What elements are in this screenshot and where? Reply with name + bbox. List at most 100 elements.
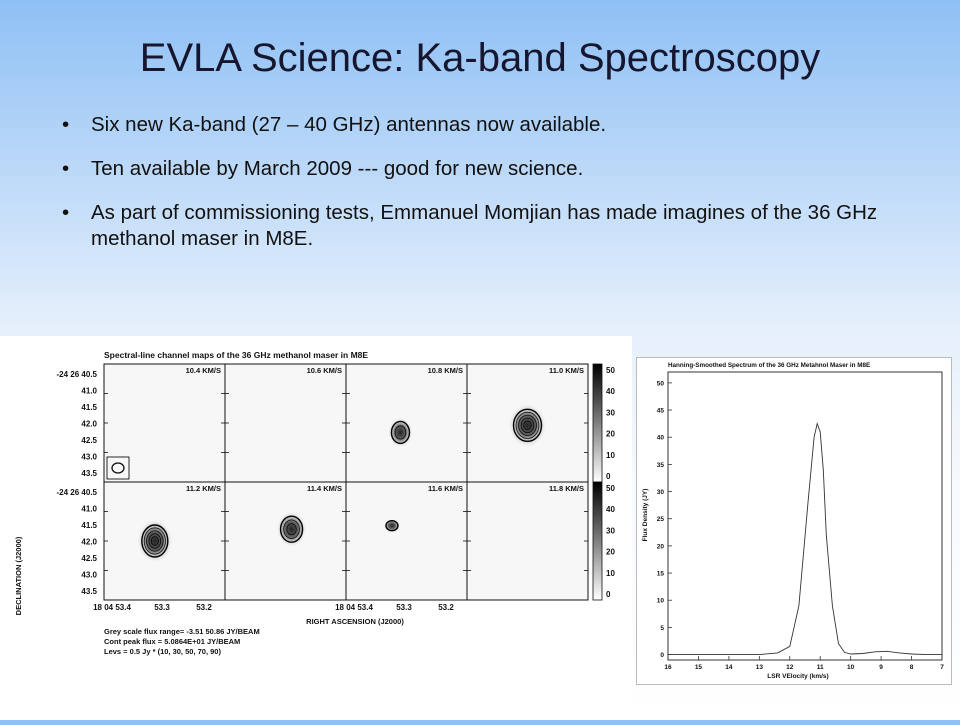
wedge-tick-label: 20 bbox=[606, 430, 615, 439]
dec-tick-label: 41.5 bbox=[81, 521, 97, 530]
channel-map-panel: 10.8 KM/S bbox=[345, 363, 468, 483]
bullet-text: Ten available by March 2009 --- good for… bbox=[91, 157, 584, 180]
dec-tick-label: 42.5 bbox=[81, 436, 97, 445]
emission-contour bbox=[518, 414, 537, 436]
bullet-dot-icon: • bbox=[62, 157, 70, 180]
y-tick-label: 50 bbox=[657, 380, 665, 387]
channel-maps-footer-line: Levs = 0.5 Jy * (10, 30, 50, 70, 90) bbox=[104, 647, 221, 656]
channel-velocity-label: 10.6 KM/S bbox=[307, 366, 342, 375]
beam-box bbox=[106, 456, 130, 480]
channel-maps-figure: Spectral-line channel maps of the 36 GHz… bbox=[0, 336, 632, 720]
dec-tick-label: 43.5 bbox=[81, 469, 97, 478]
dec-tick-label: 42.5 bbox=[81, 554, 97, 563]
dec-tick-label: 43.0 bbox=[81, 571, 97, 580]
bullet-list: • Six new Ka-band (27 – 40 GHz) antennas … bbox=[62, 112, 922, 270]
dec-tick-label: -24 26 40.5 bbox=[57, 488, 98, 497]
y-tick-label: 10 bbox=[657, 598, 665, 605]
emission-contour bbox=[394, 425, 407, 440]
greyscale-wedge bbox=[592, 363, 603, 483]
channel-velocity-label: 11.4 KM/S bbox=[307, 484, 342, 493]
dec-tick-label: 42.0 bbox=[81, 420, 97, 429]
channel-velocity-label: 11.6 KM/S bbox=[428, 484, 463, 493]
spectrum-chart: Hanning-Smoothed Spectrum of the 36 GHz … bbox=[636, 357, 952, 685]
bullet-dot-icon: • bbox=[62, 201, 70, 224]
channel-maps-title: Spectral-line channel maps of the 36 GHz… bbox=[104, 350, 368, 360]
x-tick-label: 7 bbox=[940, 664, 944, 671]
emission-contour bbox=[150, 536, 159, 546]
wedge-tick-label: 40 bbox=[606, 505, 615, 514]
channel-map-frame bbox=[345, 481, 468, 601]
channel-maps-svg: Spectral-line channel maps of the 36 GHz… bbox=[14, 350, 615, 656]
bullet-text: Six new Ka-band (27 – 40 GHz) antennas n… bbox=[91, 113, 607, 136]
wedge-tick-label: 30 bbox=[606, 526, 615, 535]
channel-map-panel: 11.6 KM/S bbox=[345, 481, 468, 601]
emission-contour bbox=[148, 533, 162, 549]
dec-tick-label: 43.5 bbox=[81, 587, 97, 596]
channel-map-panel: 11.8 KM/S bbox=[466, 481, 589, 601]
x-tick-label: 8 bbox=[910, 664, 914, 671]
emission-contour bbox=[390, 420, 411, 445]
spectrum-series-line bbox=[668, 422, 942, 656]
greyscale-wedge bbox=[592, 481, 603, 601]
chart-title: Hanning-Smoothed Spectrum of the 36 GHz … bbox=[668, 362, 870, 369]
wedge-tick-label: 50 bbox=[606, 484, 615, 493]
channel-velocity-label: 10.8 KM/S bbox=[428, 366, 463, 375]
ra-tick-label: 18 04 53.4 bbox=[93, 603, 131, 612]
dec-tick-label: 41.5 bbox=[81, 403, 97, 412]
dec-tick-label: 43.0 bbox=[81, 453, 97, 462]
dec-tick-label: 41.0 bbox=[81, 505, 97, 514]
channel-map-frame bbox=[224, 363, 347, 483]
slide-title: EVLA Science: Ka-band Spectroscopy bbox=[139, 36, 821, 80]
ra-tick-label: 18 04 53.4 bbox=[335, 603, 373, 612]
y-tick-label: 40 bbox=[657, 435, 665, 442]
y-tick-label: 35 bbox=[657, 462, 665, 469]
y-tick-label: 15 bbox=[657, 571, 665, 578]
emission-contour bbox=[146, 530, 164, 552]
emission-contour bbox=[283, 519, 300, 539]
channel-maps-footer-line: Cont peak flux = 5.0864E+01 JY/BEAM bbox=[104, 637, 240, 646]
channel-maps-xlabel: RIGHT ASCENSION (J2000) bbox=[306, 617, 404, 626]
y-tick-label: 5 bbox=[660, 625, 664, 632]
dec-tick-label: 41.0 bbox=[81, 387, 97, 396]
channel-maps-footer-line: Grey scale flux range= -3.51 50.86 JY/BE… bbox=[104, 627, 260, 636]
channel-map-frame bbox=[103, 363, 226, 483]
emission-contour bbox=[279, 515, 304, 543]
channel-map-panel: 10.6 KM/S bbox=[224, 363, 347, 483]
y-tick-label: 20 bbox=[657, 543, 665, 550]
x-tick-label: 10 bbox=[847, 664, 855, 671]
spectrum-figure: Hanning-Smoothed Spectrum of the 36 GHz … bbox=[636, 357, 952, 685]
channel-velocity-label: 11.0 KM/S bbox=[549, 366, 584, 375]
x-tick-label: 14 bbox=[725, 664, 733, 671]
wedge-tick-label: 0 bbox=[606, 472, 611, 481]
y-tick-label: 45 bbox=[657, 408, 665, 415]
dec-tick-label: 42.0 bbox=[81, 538, 97, 547]
dec-tick-label: -24 26 40.5 bbox=[57, 370, 98, 379]
emission-contour bbox=[515, 411, 540, 439]
channel-map-panel: 11.0 KM/S bbox=[466, 363, 589, 483]
chart-ylabel: Flux Density (JY) bbox=[642, 489, 649, 542]
emission-contour bbox=[143, 527, 166, 555]
ra-tick-label: 53.2 bbox=[196, 603, 212, 612]
channel-map-panel: 10.4 KM/S bbox=[103, 363, 226, 483]
channel-velocity-label: 10.4 KM/S bbox=[186, 366, 221, 375]
channel-velocity-label: 11.8 KM/S bbox=[549, 484, 584, 493]
channel-maps-ylabel: DECLINATION (J2000) bbox=[14, 536, 23, 615]
plot-frame bbox=[667, 371, 943, 661]
emission-contour bbox=[512, 408, 543, 443]
ra-tick-label: 53.3 bbox=[154, 603, 170, 612]
x-tick-label: 12 bbox=[786, 664, 794, 671]
bullet-text: As part of commissioning tests, Emmanuel… bbox=[91, 201, 878, 250]
emission-contour bbox=[523, 420, 532, 431]
emission-contour bbox=[141, 524, 169, 558]
wedge-tick-label: 10 bbox=[606, 569, 615, 578]
x-tick-label: 11 bbox=[817, 664, 824, 671]
bullet-item: • Ten available by March 2009 --- good fo… bbox=[62, 156, 922, 182]
ra-tick-label: 53.2 bbox=[438, 603, 454, 612]
y-tick-label: 0 bbox=[660, 652, 664, 659]
ra-tick-label: 53.3 bbox=[396, 603, 412, 612]
x-tick-label: 16 bbox=[664, 664, 672, 671]
emission-contour bbox=[286, 523, 297, 536]
channel-map-panel: 11.4 KM/S bbox=[224, 481, 347, 601]
wedge-tick-label: 0 bbox=[606, 590, 611, 599]
wedge-tick-label: 50 bbox=[606, 366, 615, 375]
